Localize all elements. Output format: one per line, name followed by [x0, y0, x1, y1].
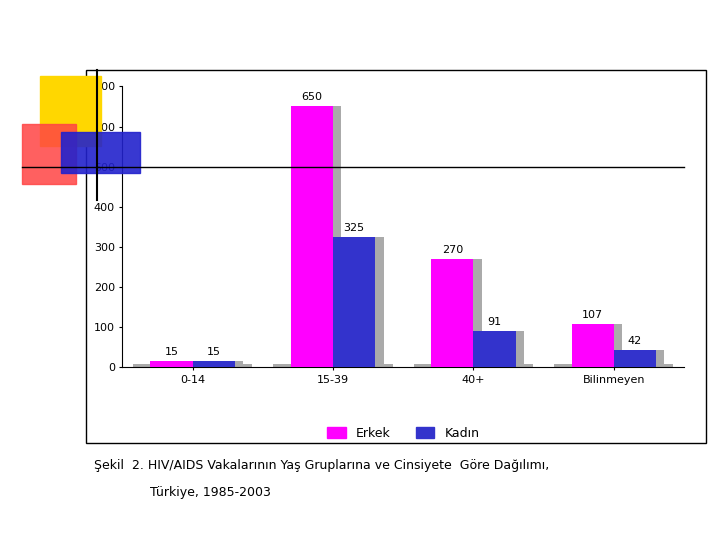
Text: Türkiye, 1985-2003: Türkiye, 1985-2003 — [94, 486, 271, 499]
Bar — [414, 363, 533, 371]
Bar — [580, 325, 622, 367]
Text: 91: 91 — [487, 316, 502, 327]
Text: Şekil  2. HIV/AIDS Vakalarının Yaş Gruplarına ve Cinsiyete  Göre Dağılımı,: Şekil 2. HIV/AIDS Vakalarının Yaş Grupla… — [94, 459, 549, 472]
Text: 15: 15 — [207, 347, 220, 357]
Bar — [133, 363, 252, 371]
Text: 650: 650 — [302, 92, 323, 103]
Bar — [193, 361, 235, 367]
Bar — [274, 363, 392, 371]
Text: 15: 15 — [165, 347, 179, 357]
Legend: Erkek, Kadın: Erkek, Kadın — [327, 427, 480, 440]
Text: 325: 325 — [343, 223, 364, 233]
Bar — [201, 361, 243, 367]
Bar — [431, 259, 474, 367]
Text: 42: 42 — [628, 336, 642, 346]
Bar — [482, 330, 524, 367]
Bar — [300, 106, 341, 367]
Bar — [291, 106, 333, 367]
Text: 107: 107 — [582, 310, 603, 320]
Bar — [341, 237, 384, 367]
Bar — [159, 361, 201, 367]
Bar — [622, 350, 665, 367]
Bar — [614, 350, 656, 367]
Bar — [572, 325, 614, 367]
Bar — [474, 330, 516, 367]
Text: 270: 270 — [441, 245, 463, 255]
Bar — [440, 259, 482, 367]
Bar — [554, 363, 673, 371]
Bar — [333, 237, 375, 367]
Bar — [150, 361, 193, 367]
